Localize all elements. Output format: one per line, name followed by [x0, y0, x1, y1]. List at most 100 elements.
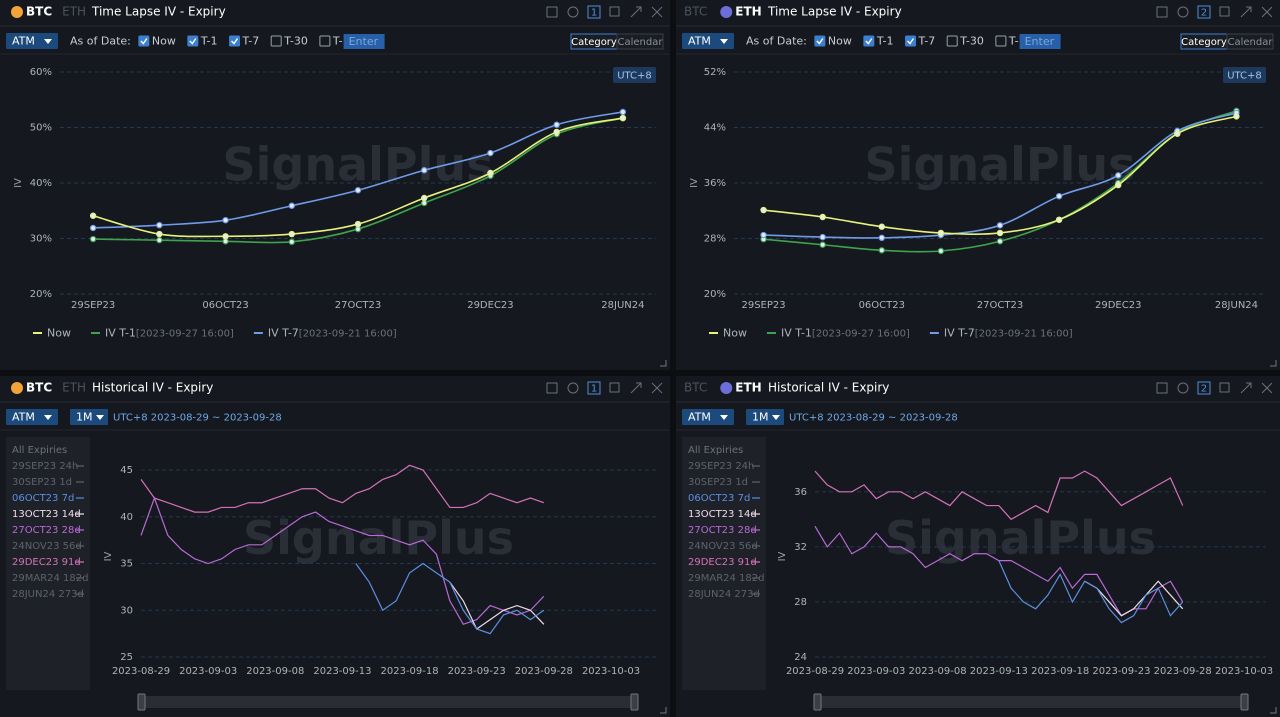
- panel-number-box[interactable]: [1197, 381, 1211, 395]
- scrollbar-handle[interactable]: [1240, 693, 1249, 711]
- checkbox[interactable]: [905, 35, 917, 47]
- resize-corner[interactable]: [660, 360, 667, 367]
- legend-label[interactable]: IV T-7: [944, 327, 975, 340]
- expiry-item[interactable]: 13OCT23 14d: [688, 509, 757, 520]
- scrollbar-handle[interactable]: [630, 693, 639, 711]
- expand-button[interactable]: [630, 6, 642, 18]
- x-tick-label: 2023-09-28: [1154, 666, 1212, 677]
- as-of-label: As of Date:: [746, 35, 807, 48]
- series-point: [878, 234, 885, 242]
- coin-tab[interactable]: ETH: [62, 5, 86, 19]
- expiry-item[interactable]: 24NOV23 56d: [12, 541, 82, 552]
- close-button[interactable]: [1261, 382, 1273, 394]
- checkbox[interactable]: [229, 35, 241, 47]
- checkbox[interactable]: [946, 35, 958, 47]
- expiry-item[interactable]: 06OCT23 7d: [12, 493, 74, 504]
- copy-button[interactable]: [1219, 382, 1230, 393]
- resize-corner[interactable]: [660, 707, 667, 714]
- copy-button[interactable]: [609, 6, 620, 17]
- checkbox[interactable]: [187, 35, 199, 47]
- expiry-item[interactable]: 27OCT23 28d: [688, 525, 757, 536]
- expiry-item[interactable]: 28JUN24 273d: [688, 589, 760, 600]
- coin-tab[interactable]: BTC: [26, 381, 52, 395]
- expiry-item[interactable]: 30SEP23 1d: [12, 477, 72, 488]
- panel-number-box[interactable]: [587, 5, 601, 19]
- expiry-item[interactable]: 29MAR24 182d: [688, 573, 764, 584]
- view-toggle[interactable]: [1226, 33, 1274, 50]
- popout-button[interactable]: [1156, 6, 1168, 18]
- expiry-item[interactable]: 29MAR24 182d: [12, 573, 88, 584]
- legend-as-of: [2023-09-27 16:00]: [812, 329, 910, 340]
- expiry-item[interactable]: 30SEP23 1d: [688, 477, 748, 488]
- series-point: [1174, 130, 1181, 137]
- copy-button[interactable]: [1219, 6, 1230, 17]
- expiry-item[interactable]: 13OCT23 14d: [12, 509, 81, 520]
- scrollbar-handle[interactable]: [137, 693, 146, 711]
- popout-button[interactable]: [546, 382, 558, 394]
- mode-dropdown[interactable]: [682, 409, 734, 425]
- checkbox[interactable]: [863, 35, 875, 47]
- scrollbar-track[interactable]: [138, 696, 638, 708]
- close-button[interactable]: [1261, 6, 1273, 18]
- panel-number-box[interactable]: [1197, 5, 1211, 19]
- expiry-item[interactable]: 29DEC23 91d: [688, 557, 757, 568]
- x-tick-label: 28JUN24: [1215, 300, 1258, 311]
- checkbox[interactable]: [270, 35, 282, 47]
- refresh-button[interactable]: [1177, 382, 1189, 394]
- view-toggle[interactable]: [616, 33, 664, 50]
- legend-label[interactable]: IV T-7: [268, 327, 299, 340]
- resize-corner[interactable]: [1270, 360, 1277, 367]
- coin-tab[interactable]: ETH: [62, 381, 86, 395]
- refresh-button[interactable]: [567, 382, 579, 394]
- checkbox[interactable]: [138, 35, 150, 47]
- legend-label[interactable]: IV T-1: [105, 327, 136, 340]
- expand-button[interactable]: [630, 382, 642, 394]
- expiry-list-panel: [6, 437, 90, 690]
- coin-tab[interactable]: BTC: [684, 5, 707, 19]
- legend-label[interactable]: IV T-1: [781, 327, 812, 340]
- expiry-list-header[interactable]: All Expiries: [688, 445, 743, 456]
- legend-label[interactable]: Now: [47, 327, 71, 340]
- checkbox-label: T-1: [876, 35, 894, 48]
- y-tick-label: 40%: [30, 178, 52, 189]
- expiry-item[interactable]: 06OCT23 7d: [688, 493, 750, 504]
- refresh-button[interactable]: [1177, 6, 1189, 18]
- resize-corner[interactable]: [1270, 707, 1277, 714]
- legend-label[interactable]: Now: [723, 327, 747, 340]
- checkbox-label: T-30: [959, 35, 984, 48]
- expiry-item[interactable]: 29DEC23 91d: [12, 557, 81, 568]
- close-button[interactable]: [651, 382, 663, 394]
- expiry-item[interactable]: 28JUN24 273d: [12, 589, 84, 600]
- date-input[interactable]: [343, 34, 385, 49]
- coin-tab[interactable]: BTC: [684, 381, 707, 395]
- coin-tab[interactable]: ETH: [735, 381, 761, 395]
- coin-tab[interactable]: BTC: [26, 5, 52, 19]
- popout-button[interactable]: [1156, 382, 1168, 394]
- series-point: [222, 216, 229, 224]
- close-button[interactable]: [651, 6, 663, 18]
- date-input[interactable]: [1019, 34, 1061, 49]
- period-dropdown[interactable]: [746, 409, 784, 425]
- mode-dropdown[interactable]: [6, 409, 58, 425]
- expiry-item[interactable]: 29SEP23 24h: [688, 461, 754, 472]
- expiry-item[interactable]: 29SEP23 24h: [12, 461, 78, 472]
- checkbox[interactable]: [319, 35, 331, 47]
- expiry-list-header[interactable]: All Expiries: [12, 445, 67, 456]
- checkbox[interactable]: [995, 35, 1007, 47]
- scrollbar-track[interactable]: [814, 696, 1248, 708]
- expand-button[interactable]: [1240, 382, 1252, 394]
- panel-number-box[interactable]: [587, 381, 601, 395]
- checkbox[interactable]: [814, 35, 826, 47]
- refresh-button[interactable]: [567, 6, 579, 18]
- scrollbar-handle[interactable]: [813, 693, 822, 711]
- expiry-item[interactable]: 24NOV23 56d: [688, 541, 758, 552]
- period-dropdown[interactable]: [70, 409, 108, 425]
- copy-button[interactable]: [609, 382, 620, 393]
- popout-button[interactable]: [546, 6, 558, 18]
- coin-tab[interactable]: ETH: [735, 5, 761, 19]
- expiry-item[interactable]: 27OCT23 28d: [12, 525, 81, 536]
- expand-button[interactable]: [1240, 6, 1252, 18]
- mode-dropdown[interactable]: [6, 33, 58, 49]
- mode-dropdown[interactable]: [682, 33, 734, 49]
- series-point: [354, 220, 362, 228]
